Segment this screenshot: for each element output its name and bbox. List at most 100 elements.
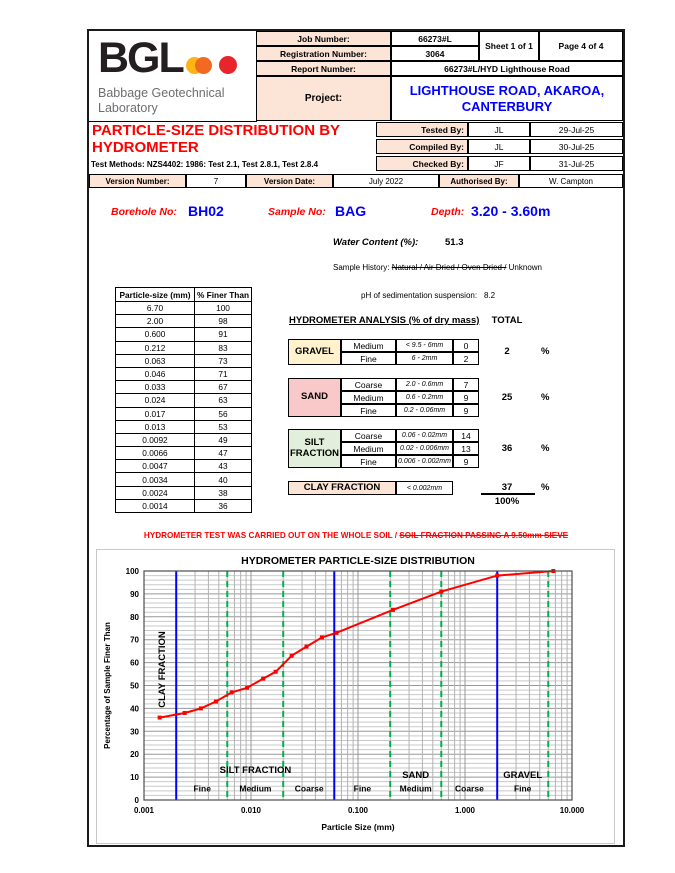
- grand-total: 100%: [494, 496, 520, 507]
- size-table-row: 0.0047 43: [115, 459, 252, 474]
- tested-by-label: Tested By:: [376, 122, 468, 137]
- svg-text:Percentage of Sample Finer Tha: Percentage of Sample Finer Than: [103, 622, 112, 749]
- size-table-row: 0.0014 36: [115, 498, 252, 514]
- size-table-row: 0.0092 49: [115, 432, 252, 448]
- analysis-heading: HYDROMETER ANALYSIS (% of dry mass): [289, 315, 480, 326]
- fraction-range: 0.2 - 0.06mm: [396, 404, 453, 417]
- logo: BGL Babbage Geotechnical Laboratory: [89, 31, 257, 122]
- fraction-grade: Fine: [341, 352, 396, 365]
- size-table-row: 0.024 63: [115, 393, 252, 408]
- finer-col-header: % Finer Than: [194, 287, 252, 302]
- svg-text:30: 30: [130, 727, 139, 736]
- authorised-by-label: Authorised By:: [439, 174, 519, 188]
- size-table-row: 2.00 98: [115, 314, 252, 329]
- sample-no-label: Sample No:: [268, 206, 326, 218]
- version-date-value: July 2022: [333, 174, 439, 188]
- depth-value: 3.20 - 3.60m: [471, 203, 551, 219]
- svg-text:1.000: 1.000: [455, 806, 476, 815]
- size-table-row: 0.063 73: [115, 353, 252, 368]
- fraction-unit: %: [541, 442, 550, 454]
- svg-text:0.001: 0.001: [134, 806, 155, 815]
- fraction-grade: Medium: [341, 339, 396, 352]
- clay-fraction-unit: %: [541, 482, 550, 493]
- fraction-range: 0.02 - 0.006mm: [396, 442, 453, 455]
- svg-text:10: 10: [130, 773, 139, 782]
- fraction-grade: Medium: [341, 442, 396, 455]
- svg-text:70: 70: [130, 636, 139, 645]
- clay-fraction-label: CLAY FRACTION: [288, 481, 396, 495]
- version-date-label: Version Date:: [246, 174, 333, 188]
- version-number-label: Version Number:: [89, 174, 186, 188]
- fraction-value: 9: [453, 404, 479, 417]
- svg-text:Fine: Fine: [193, 784, 211, 794]
- fraction-value: 7: [453, 378, 479, 391]
- borehole-value: BH02: [188, 203, 224, 219]
- fraction-range: 6 - 2mm: [396, 352, 453, 365]
- svg-text:SILT FRACTION: SILT FRACTION: [220, 765, 292, 776]
- ph-label: pH of sedimentation suspension:: [361, 291, 478, 300]
- sheet-indicator: Sheet 1 of 1: [479, 31, 539, 61]
- size-table-row: 0.212 83: [115, 340, 252, 355]
- fraction-grade: Coarse: [341, 378, 396, 391]
- particle-size-chart: CLAY FRACTION SILT FRACTION SAND GRAVEL Fine…: [96, 549, 615, 844]
- size-table-row: 0.0034 40: [115, 472, 252, 487]
- size-table-row: 6.70 100: [115, 300, 252, 316]
- size-table-body: 6.70 100 2.00 98 0.600 91 0.212 83 0.063 73 0.046 7…: [115, 300, 252, 514]
- svg-text:GRAVEL: GRAVEL: [503, 770, 542, 781]
- compiled-by-initials: JL: [468, 139, 530, 154]
- fraction-value: 9: [453, 455, 479, 468]
- report-title: PARTICLE-SIZE DISTRIBUTION BY HYDROMETER: [92, 122, 341, 156]
- fraction-unit: %: [541, 391, 550, 403]
- svg-text:Particle Size (mm): Particle Size (mm): [321, 822, 394, 832]
- size-table-row: 0.0024 38: [115, 485, 252, 500]
- svg-text:Fine: Fine: [514, 784, 532, 794]
- fraction-grade: Coarse: [341, 429, 396, 442]
- fraction-name: GRAVEL: [288, 339, 341, 365]
- fraction-grade: Fine: [341, 404, 396, 417]
- svg-text:90: 90: [130, 590, 139, 599]
- svg-text:Medium: Medium: [239, 784, 272, 794]
- page-indicator: Page 4 of 4: [539, 31, 623, 61]
- svg-text:60: 60: [130, 659, 139, 668]
- fraction-value: 14: [453, 429, 479, 442]
- particle-size-table: Particle-size (mm) % Finer Than 6.70 100 2…: [115, 287, 252, 514]
- fraction-name: SAND: [288, 378, 341, 417]
- tested-by-initials: JL: [468, 122, 530, 137]
- svg-text:0.100: 0.100: [348, 806, 369, 815]
- fraction-value: 13: [453, 442, 479, 455]
- svg-text:50: 50: [130, 682, 139, 691]
- size-table-row: 0.013 53: [115, 419, 252, 434]
- water-content-value: 51.3: [445, 237, 464, 248]
- sample-history-struck: Natural / Air Dried / Oven Dried /: [391, 263, 507, 272]
- fraction-range: 0.006 - 0.002mm: [396, 455, 453, 468]
- svg-text:80: 80: [130, 613, 139, 622]
- svg-text:20: 20: [130, 750, 139, 759]
- clay-fraction-range: < 0.002mm: [396, 481, 453, 495]
- compiled-by-label: Compiled By:: [376, 139, 468, 154]
- water-content-label: Water Content (%):: [333, 237, 419, 248]
- depth-label: Depth:: [431, 206, 465, 218]
- fraction-total: 36: [501, 442, 513, 454]
- sample-no-value: BAG: [335, 203, 367, 219]
- warning-struck: SOIL FRACTION PASSING A 9.50mm SIEVE: [399, 531, 569, 540]
- logo-dot-red-icon: [218, 56, 237, 74]
- logo-text: BGL: [98, 34, 185, 82]
- svg-text:100: 100: [126, 567, 140, 576]
- svg-text:HYDROMETER PARTICLE-SIZE DISTR: HYDROMETER PARTICLE-SIZE DISTRIBUTION: [241, 555, 475, 567]
- size-table-row: 0.0066 47: [115, 446, 252, 461]
- fraction-range: 0.06 - 0.02mm: [396, 429, 453, 442]
- fraction-value: 0: [453, 339, 479, 352]
- size-table-row: 0.046 71: [115, 366, 252, 382]
- project-value: LIGHTHOUSE ROAD, AKAROA, CANTERBURY: [391, 76, 623, 121]
- logo-dot-orange-icon: [194, 56, 212, 74]
- job-number-label: Job Number:: [256, 31, 391, 46]
- size-table-row: 0.033 67: [115, 380, 252, 395]
- report-number-label: Report Number:: [256, 61, 391, 76]
- checked-by-initials: JF: [468, 156, 530, 171]
- registration-number-label: Registration Number:: [256, 46, 391, 61]
- fraction-unit: %: [541, 346, 550, 357]
- checked-by-label: Checked By:: [376, 156, 468, 171]
- total-sum-line: [481, 493, 535, 495]
- project-label: Project:: [256, 76, 391, 121]
- svg-text:40: 40: [130, 704, 139, 713]
